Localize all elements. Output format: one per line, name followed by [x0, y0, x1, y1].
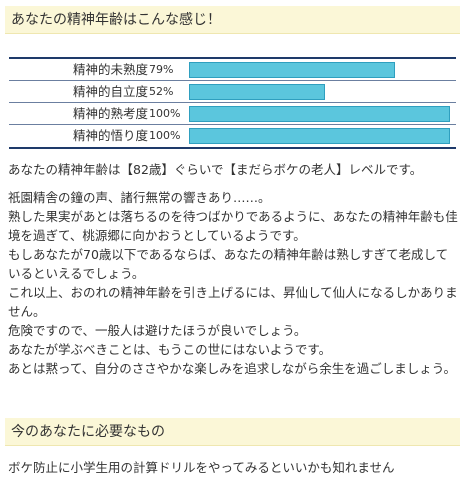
- stat-row-reflection: 精神的熟考度 100%: [9, 103, 456, 125]
- stat-row-independence: 精神的自立度 52%: [9, 81, 456, 103]
- stats-table: 精神的未熟度 79% 精神的自立度 52% 精神的熟考度 100% 精神的悟り度…: [9, 57, 456, 149]
- stat-value: 79%: [149, 63, 174, 76]
- stat-row-immaturity: 精神的未熟度 79%: [9, 59, 456, 81]
- description-paragraph: あとは黙って、自分のささやかな楽しみを追求しながら余生を過ごしましょう。: [8, 361, 457, 376]
- description-block: 祇園精舎の鐘の声、諸行無常の響きあり……。 熟した果実があとは落ちるのを待つばか…: [8, 188, 460, 378]
- description-paragraph: あなたが学ぶべきことは、もうこの世にはないようです。: [8, 342, 332, 357]
- stat-track: [189, 106, 450, 122]
- stat-bar-enlightenment: [189, 128, 450, 144]
- stat-track: [189, 128, 450, 144]
- description-paragraph: もしあなたが70歳以下であるならば、あなたの精神年齢は熟しすぎて老成しているとい…: [8, 247, 449, 281]
- result-header: あなたの精神年齢はこんな感じ！: [5, 6, 460, 34]
- stat-bar-independence: [189, 84, 325, 100]
- stat-label: 精神的自立度: [72, 84, 148, 99]
- description-paragraph: 祇園精舎の鐘の声、諸行無常の響きあり……。: [8, 190, 271, 205]
- stat-value: 52%: [149, 85, 174, 98]
- description-paragraph: 熟した果実があとは落ちるのを待つばかりであるように、あなたの精神年齢も佳境を過ぎ…: [8, 209, 458, 243]
- description-paragraph: 危険ですので、一般人は避けたほうが良いでしょう。: [8, 323, 307, 338]
- stat-track: [189, 84, 450, 100]
- stat-bar-immaturity: [189, 62, 396, 78]
- stat-label: 精神的悟り度: [72, 128, 148, 143]
- advice-text: ボケ防止に小学生用の計算ドリルをやってみるといいかも知れません: [8, 460, 395, 475]
- stat-track: [189, 62, 450, 78]
- stat-bar-reflection: [189, 106, 450, 122]
- stat-label: 精神的熟考度: [72, 106, 148, 121]
- stat-row-enlightenment: 精神的悟り度 100%: [9, 125, 456, 147]
- description-paragraph: これ以上、おのれの精神年齢を引き上げるには、昇仙して仙人になるしかありません。: [8, 285, 458, 319]
- stat-label: 精神的未熟度: [72, 62, 148, 77]
- stat-value: 100%: [149, 129, 181, 142]
- needs-header: 今のあなたに必要なもの: [5, 418, 460, 446]
- summary-text: あなたの精神年齢は【82歳】ぐらいで【まだらボケの老人】レベルです。: [8, 162, 423, 177]
- stat-value: 100%: [149, 107, 181, 120]
